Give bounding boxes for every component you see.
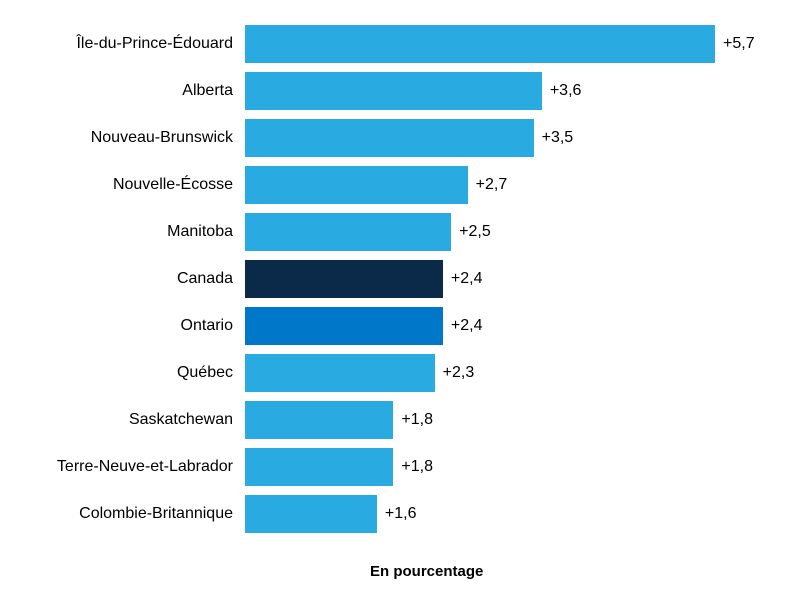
bar-value: +1,8 [393, 458, 433, 476]
bar [245, 495, 377, 533]
x-axis-label: En pourcentage [370, 563, 483, 580]
bar-label: Ontario [10, 317, 245, 335]
bar-value: +1,8 [393, 411, 433, 429]
bar-area: +2,5 [245, 208, 770, 255]
horizontal-bar-chart: Île-du-Prince-Édouard +5,7 Alberta +3,6 Nouv… [10, 20, 770, 537]
bar [245, 119, 534, 157]
chart-row: Colombie-Britannique +1,6 [10, 490, 770, 537]
bar-value: +1,6 [377, 505, 417, 523]
chart-row: Québec +2,3 [10, 349, 770, 396]
bar-value: +2,3 [435, 364, 475, 382]
chart-row: Île-du-Prince-Édouard +5,7 [10, 20, 770, 67]
chart-row: Alberta +3,6 [10, 67, 770, 114]
chart-row: Canada +2,4 [10, 255, 770, 302]
bar-label: Québec [10, 364, 245, 382]
bar-area: +2,4 [245, 255, 770, 302]
chart-row: Nouvelle-Écosse +2,7 [10, 161, 770, 208]
bar [245, 72, 542, 110]
bar-label: Manitoba [10, 223, 245, 241]
bar [245, 354, 435, 392]
bar-area: +5,7 [245, 20, 770, 67]
bar-area: +3,5 [245, 114, 770, 161]
bar [245, 25, 715, 63]
bar-value: +2,4 [443, 270, 483, 288]
bar-area: +2,7 [245, 161, 770, 208]
bar-area: +1,6 [245, 490, 770, 537]
bar-value: +2,4 [443, 317, 483, 335]
bar-value: +3,6 [542, 82, 582, 100]
bar [245, 166, 468, 204]
bar-area: +3,6 [245, 67, 770, 114]
bar-label: Terre-Neuve-et-Labrador [10, 458, 245, 476]
bar-label: Alberta [10, 82, 245, 100]
chart-row: Terre-Neuve-et-Labrador +1,8 [10, 443, 770, 490]
bar-area: +1,8 [245, 396, 770, 443]
bar-value: +3,5 [534, 129, 574, 147]
bar-label: Île-du-Prince-Édouard [10, 35, 245, 53]
bar-area: +2,3 [245, 349, 770, 396]
chart-row: Ontario +2,4 [10, 302, 770, 349]
bar-label: Saskatchewan [10, 411, 245, 429]
bar-value: +2,5 [451, 223, 491, 241]
bar-label: Nouvelle-Écosse [10, 176, 245, 194]
bar-value: +5,7 [715, 35, 755, 53]
bar [245, 448, 393, 486]
chart-row: Saskatchewan +1,8 [10, 396, 770, 443]
bar [245, 213, 451, 251]
bar-area: +1,8 [245, 443, 770, 490]
bar [245, 401, 393, 439]
bar [245, 260, 443, 298]
bar-value: +2,7 [468, 176, 508, 194]
bar-label: Colombie-Britannique [10, 505, 245, 523]
bar [245, 307, 443, 345]
bar-area: +2,4 [245, 302, 770, 349]
chart-row: Nouveau-Brunswick +3,5 [10, 114, 770, 161]
bar-label: Nouveau-Brunswick [10, 129, 245, 147]
bar-label: Canada [10, 270, 245, 288]
chart-row: Manitoba +2,5 [10, 208, 770, 255]
